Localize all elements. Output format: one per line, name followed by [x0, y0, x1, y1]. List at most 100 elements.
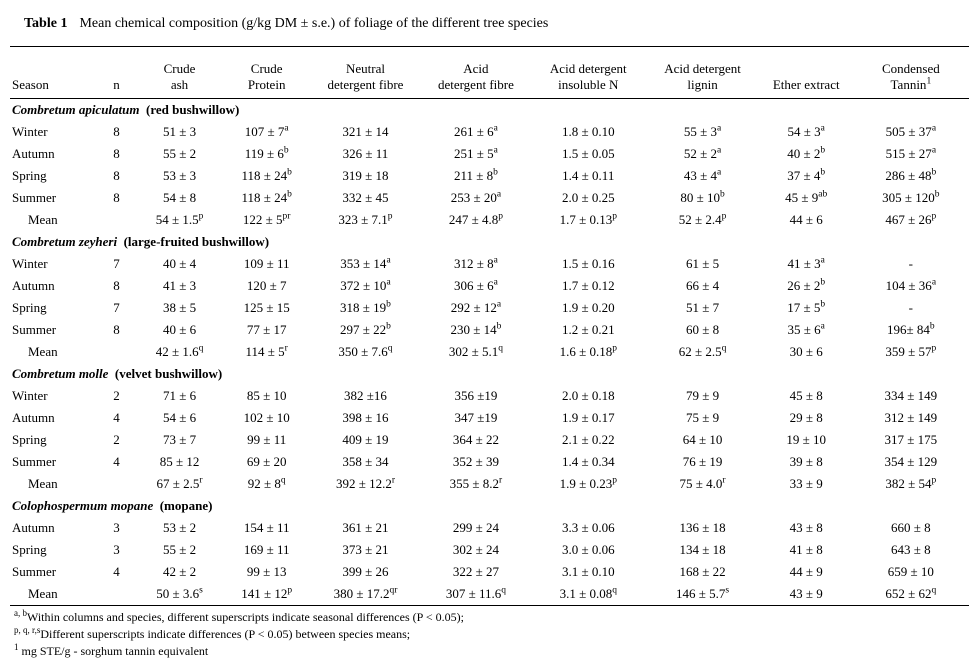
season-cell: Spring: [12, 542, 47, 557]
table-body: Combretum apiculatum (red bushwillow) Win…: [10, 99, 969, 606]
value-cell: 44 ± 6: [789, 212, 823, 227]
table-caption-text: Mean chemical composition (g/kg DM ± s.e…: [79, 16, 549, 31]
season-cell: Mean: [28, 586, 58, 601]
n-cell: [97, 341, 136, 363]
superscript: b: [287, 189, 292, 200]
superscript: q: [931, 585, 937, 596]
season-cell: Summer: [12, 564, 57, 579]
superscript: r: [391, 475, 395, 486]
n-cell: 2: [113, 388, 120, 403]
season-cell: Summer: [12, 190, 57, 205]
value-cell: 230 ± 14b: [450, 321, 502, 337]
value-cell: 102 ± 10: [243, 410, 290, 425]
value-cell: 247 ± 4.8p: [448, 211, 503, 227]
value-cell: 467 ± 26p: [885, 211, 937, 227]
species-row: Colophospermum mopane (mopane): [10, 495, 969, 517]
superscript: q: [498, 343, 503, 354]
value-cell: 17 ± 5b: [787, 299, 826, 315]
value-cell: 43 ± 4a: [683, 167, 722, 183]
value-cell: 326 ± 11: [342, 146, 389, 161]
superscript: p: [612, 211, 617, 222]
value-cell: 85 ± 12: [159, 454, 200, 469]
value-cell: 354 ± 129: [884, 454, 938, 469]
superscript: b: [386, 299, 391, 310]
species-latin-name: Combretum molle: [12, 366, 109, 381]
value-cell: 66 ± 4: [685, 278, 720, 293]
superscript: 1: [926, 76, 932, 87]
value-cell: 80 ± 10b: [680, 189, 725, 205]
superscript: a: [931, 277, 937, 288]
value-cell: 398 ± 16: [342, 410, 389, 425]
n-cell: 3: [113, 542, 120, 557]
n-cell: 8: [113, 146, 120, 161]
footnote: a, bWithin columns and species, differen…: [14, 608, 464, 625]
value-cell: 332 ± 45: [342, 190, 389, 205]
value-cell: 372 ± 10a: [340, 277, 391, 293]
value-cell: 53 ± 2: [162, 520, 197, 535]
season-cell: Autumn: [12, 278, 55, 293]
value-cell: 99 ± 13: [246, 564, 287, 579]
n-cell: [97, 583, 136, 606]
superscript: a: [386, 277, 391, 288]
data-row: Autumn 8 41 ± 3 120 ± 7 372 ± 10a 306 ± 6a 1.7…: [10, 275, 969, 297]
n-cell: 4: [113, 564, 120, 579]
value-cell: 29 ± 8: [789, 410, 823, 425]
data-row: Summer 4 42 ± 2 99 ± 13 399 ± 26 322 ± 27 3.1 …: [10, 561, 969, 583]
value-cell: 1.5 ± 0.16: [561, 256, 615, 271]
table-header: Season n Crude ash Crude Protein Neutral deterg…: [10, 46, 969, 99]
superscript: a: [717, 145, 722, 156]
n-cell: 8: [113, 322, 120, 337]
value-cell: 44 ± 9: [789, 564, 823, 579]
value-cell: 26 ± 2b: [787, 277, 826, 293]
value-cell: 1.4 ± 0.11: [562, 168, 615, 183]
column-header: n: [97, 46, 136, 99]
value-cell: 1.9 ± 0.17: [561, 410, 615, 425]
value-cell: 30 ± 6: [789, 344, 823, 359]
value-cell: 292 ± 12a: [450, 299, 502, 315]
season-cell: Spring: [12, 432, 47, 447]
value-cell: 73 ± 7: [162, 432, 197, 447]
superscript: p: [612, 475, 617, 486]
data-row: Spring 3 55 ± 2 169 ± 11 373 ± 21 302 ± 24 3.0…: [10, 539, 969, 561]
value-cell: 79 ± 9: [685, 388, 720, 403]
species-latin-name: Combretum apiculatum: [12, 102, 140, 117]
superscript: q: [198, 343, 204, 354]
value-cell: 75 ± 9: [685, 410, 720, 425]
value-cell: 134 ± 18: [679, 542, 726, 557]
value-cell: 54 ± 8: [162, 190, 197, 205]
value-cell: 334 ± 149: [884, 388, 938, 403]
footnote-marker: p, q, r,s: [14, 625, 41, 635]
value-cell: 1.9 ± 0.23p: [559, 475, 617, 491]
value-cell: 136 ± 18: [679, 520, 726, 535]
value-cell: 118 ± 24b: [241, 167, 292, 183]
superscript: p: [931, 211, 937, 222]
value-cell: 52 ± 2a: [683, 145, 722, 161]
superscript: a: [284, 123, 289, 134]
value-cell: 64 ± 10: [682, 432, 723, 447]
value-cell: 286 ± 48b: [885, 167, 937, 183]
table-caption: Table 1 Mean chemical composition (g/kg D…: [10, 16, 969, 32]
footnotes: a, bWithin columns and species, differen…: [10, 609, 969, 660]
season-cell: Winter: [12, 388, 48, 403]
superscript: a: [820, 255, 825, 266]
superscript: b: [820, 167, 826, 178]
value-cell: 196± 84b: [887, 321, 935, 337]
data-row: Spring 7 38 ± 5 125 ± 15 318 ± 19b 292 ± 12a 1…: [10, 297, 969, 319]
value-cell: 3.1 ± 0.10: [561, 564, 615, 579]
mean-row: Mean 42 ± 1.6q 114 ± 5r 350 ± 7.6q 302 ± 5.1…: [10, 341, 969, 363]
value-cell: 505 ± 37a: [885, 123, 937, 139]
value-cell: 51 ± 7: [685, 300, 720, 315]
value-cell: 353 ± 14a: [340, 255, 391, 271]
n-cell: 3: [113, 520, 120, 535]
season-cell: Autumn: [12, 410, 55, 425]
superscript: b: [720, 189, 725, 200]
n-cell: [97, 209, 136, 231]
value-cell: 319 ± 18: [342, 168, 389, 183]
species-latin-name: Colophospermum mopane: [12, 498, 154, 513]
value-cell: 19 ± 10: [786, 432, 827, 447]
value-cell: 53 ± 3: [162, 168, 197, 183]
superscript: ab: [818, 189, 828, 200]
data-row: Summer 8 54 ± 8 118 ± 24b 332 ± 45 253 ± 20a 2…: [10, 187, 969, 209]
value-cell: 76 ± 19: [682, 454, 723, 469]
